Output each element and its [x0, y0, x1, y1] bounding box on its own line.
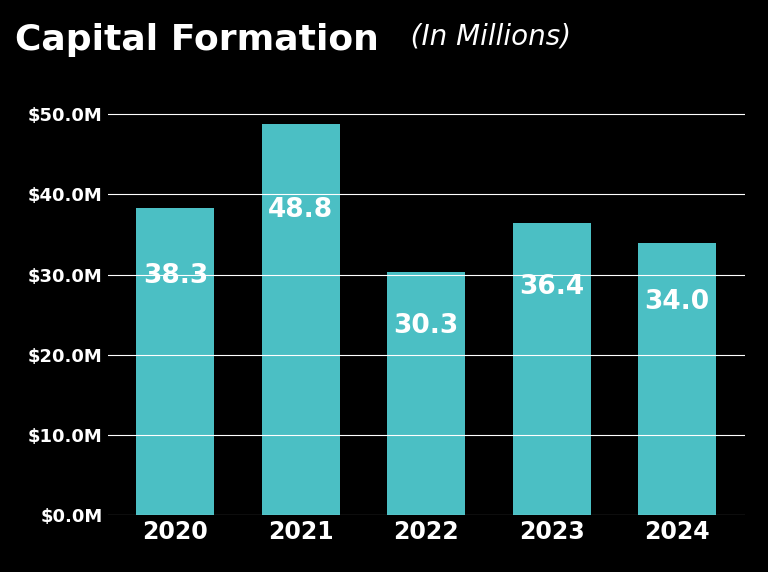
Text: 30.3: 30.3 — [394, 312, 458, 339]
Bar — [387, 272, 465, 515]
Text: 36.4: 36.4 — [519, 275, 584, 300]
Bar — [513, 223, 591, 515]
Bar — [137, 208, 214, 515]
Text: 48.8: 48.8 — [268, 197, 333, 223]
Text: 34.0: 34.0 — [644, 289, 710, 315]
Bar — [638, 243, 716, 515]
Text: (In Millions): (In Millions) — [384, 23, 571, 51]
Bar — [262, 124, 339, 515]
Text: 38.3: 38.3 — [143, 263, 208, 288]
Text: Capital Formation: Capital Formation — [15, 23, 379, 57]
